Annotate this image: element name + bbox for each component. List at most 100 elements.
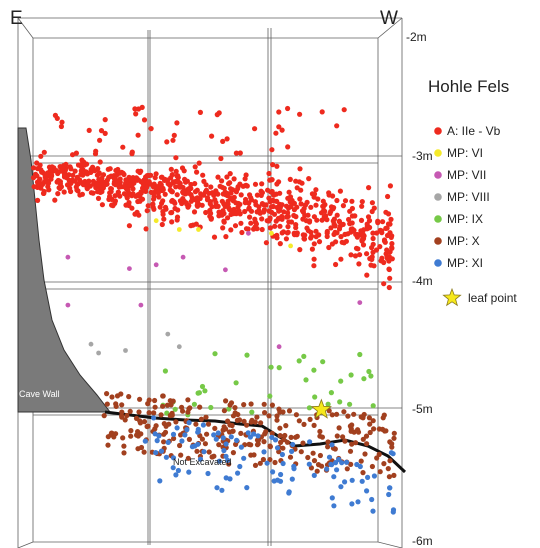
data-point [52, 197, 58, 203]
data-point [189, 444, 195, 450]
data-point [170, 455, 177, 461]
data-point [153, 218, 159, 224]
data-point [141, 419, 148, 425]
data-point [174, 120, 180, 126]
data-point [386, 284, 392, 291]
data-point [60, 163, 66, 169]
data-point [356, 261, 362, 267]
data-point [326, 244, 332, 251]
data-point [385, 466, 391, 472]
data-point [142, 438, 148, 444]
data-point [228, 227, 234, 233]
data-point [365, 214, 372, 220]
data-point [233, 441, 239, 447]
data-point [61, 189, 67, 195]
data-point [277, 223, 283, 229]
data-point [102, 117, 108, 123]
data-point [232, 223, 239, 229]
data-point [297, 247, 303, 253]
data-point [285, 224, 291, 230]
data-point [370, 249, 376, 255]
data-point [302, 212, 308, 219]
data-point [151, 415, 157, 421]
data-point [220, 138, 226, 144]
data-point [301, 353, 307, 359]
grid-depth-edge [377, 541, 403, 548]
data-point [170, 431, 177, 437]
data-point [143, 185, 150, 191]
data-point [387, 458, 393, 464]
data-point [160, 403, 166, 409]
data-point [33, 171, 39, 177]
legend-label: leaf point [468, 291, 517, 305]
data-point [317, 433, 323, 439]
data-point [308, 229, 314, 235]
data-point [195, 201, 201, 207]
data-point [296, 418, 302, 424]
data-point [192, 164, 198, 170]
data-point [385, 193, 391, 200]
data-point [311, 422, 317, 428]
data-point [179, 438, 185, 444]
data-point [185, 455, 191, 461]
data-point [391, 472, 397, 478]
data-point [224, 174, 230, 180]
data-point [270, 469, 276, 475]
data-point [241, 455, 247, 461]
data-point [277, 205, 283, 211]
data-point [369, 463, 375, 470]
data-point [334, 123, 340, 129]
data-point [269, 147, 275, 153]
data-point [208, 404, 214, 411]
data-point [221, 218, 227, 224]
data-point [347, 221, 353, 227]
data-point [357, 300, 363, 305]
data-point [324, 228, 330, 235]
data-point [234, 437, 240, 443]
data-point [297, 196, 303, 202]
data-point [339, 239, 345, 245]
data-point [171, 132, 177, 138]
data-point [79, 161, 85, 167]
data-point [173, 155, 179, 161]
data-point [311, 472, 317, 478]
data-point [254, 192, 260, 198]
data-point [388, 450, 394, 456]
data-point [322, 202, 328, 208]
data-point [284, 230, 290, 236]
data-point [158, 448, 165, 454]
data-point [345, 413, 351, 419]
data-point [201, 449, 207, 455]
data-point [364, 441, 370, 447]
data-point [186, 469, 192, 475]
data-point [311, 367, 317, 373]
data-point [214, 112, 220, 118]
data-point [257, 460, 263, 466]
data-point [112, 193, 118, 199]
legend: A: IIe - Vb MP: VI MP: VII MP: VIII MP: IX MP… [434, 124, 517, 307]
data-point [371, 426, 377, 432]
data-point [338, 256, 344, 262]
data-point [271, 478, 277, 484]
data-point [179, 404, 185, 410]
data-point [251, 452, 257, 458]
data-point [167, 412, 173, 419]
data-point [59, 167, 65, 173]
data-point [387, 221, 393, 227]
data-point [274, 445, 281, 451]
data-point [115, 189, 121, 195]
data-point [379, 230, 385, 236]
data-point [370, 235, 376, 242]
data-point [97, 159, 103, 165]
legend-label: MP: VIII [447, 190, 490, 204]
data-point [212, 351, 218, 357]
data-point [124, 412, 130, 419]
data-point [126, 223, 132, 229]
data-point [370, 403, 376, 409]
data-point [105, 442, 111, 448]
data-point [235, 200, 242, 207]
legend-label: A: IIe - Vb [447, 124, 501, 138]
data-point [342, 438, 348, 444]
data-point [219, 178, 225, 184]
data-point [211, 234, 218, 240]
